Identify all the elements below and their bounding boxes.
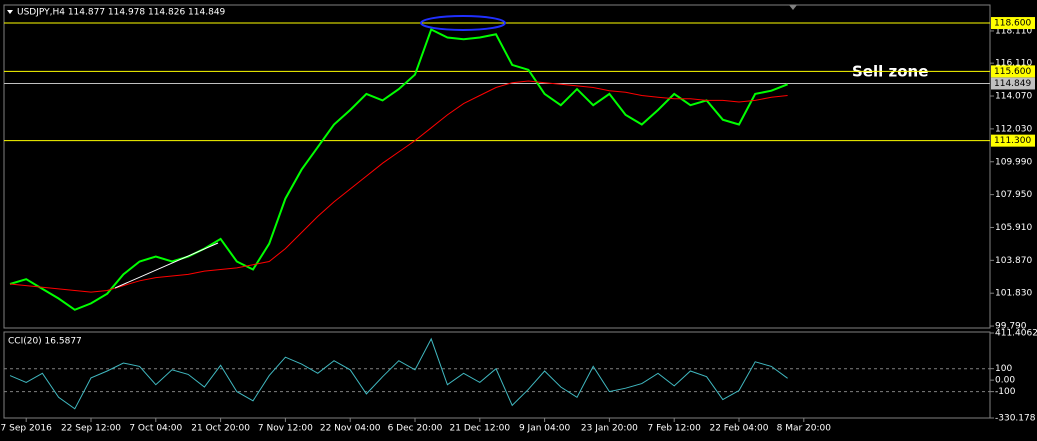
x-tick-label: 7 Nov 12:00	[258, 424, 313, 434]
shift-marker	[789, 5, 797, 10]
series-line	[9, 80, 788, 293]
x-tick-label: 9 Jan 04:00	[519, 424, 571, 434]
trend-line	[114, 242, 219, 289]
x-tick-label: 8 Mar 20:00	[777, 424, 832, 434]
price-panel	[3, 4, 991, 329]
series-line	[9, 337, 788, 410]
cci-title: CCI(20) 16.5877	[8, 337, 82, 347]
price-label-box	[991, 17, 1035, 30]
y-tick-label: 109.990	[995, 157, 1032, 167]
price-label-box	[991, 77, 1035, 90]
x-tick-label: 6 Dec 20:00	[388, 424, 443, 434]
chart-title: USDJPY,H4 114.877 114.978 114.826 114.84…	[17, 8, 226, 18]
x-tick-label: 7 Sep 2016	[1, 424, 53, 434]
highlight-ellipse	[420, 15, 506, 31]
x-tick-label: 7 Oct 04:00	[129, 424, 182, 434]
price-label: 118.600	[994, 19, 1031, 29]
price-label: 114.849	[994, 79, 1031, 89]
y-tick-label: -330.178	[995, 414, 1036, 424]
y-tick-label: 107.950	[995, 190, 1032, 200]
y-tick-label: 99.790	[995, 322, 1027, 332]
cci-panel	[3, 331, 991, 419]
menu-arrow[interactable]	[7, 10, 13, 14]
y-tick-label: 0.00	[995, 376, 1015, 386]
y-tick-label: 112.030	[995, 124, 1032, 134]
x-tick-label: 22 Feb 04:00	[709, 424, 768, 434]
y-tick-label: 101.830	[995, 289, 1032, 299]
y-tick-label: 100	[995, 364, 1012, 374]
series-line	[9, 28, 788, 311]
x-tick-label: 22 Nov 04:00	[320, 424, 381, 434]
price-label-box	[991, 134, 1035, 147]
x-tick-label: 21 Oct 20:00	[191, 424, 250, 434]
price-label: 111.300	[994, 136, 1031, 146]
y-tick-label: 118.110	[995, 26, 1032, 36]
x-tick-label: 23 Jan 20:00	[581, 424, 638, 434]
y-tick-label: 105.910	[995, 223, 1032, 233]
y-tick-label: 411.4062	[995, 329, 1037, 339]
price-label-box	[991, 65, 1035, 78]
y-tick-label: 103.870	[995, 256, 1032, 266]
x-tick-label: 22 Sep 12:00	[61, 424, 121, 434]
y-tick-label: 116.110	[995, 59, 1032, 69]
y-tick-label: 114.070	[995, 92, 1032, 102]
price-label: 115.600	[994, 67, 1031, 77]
x-tick-label: 21 Dec 12:00	[450, 424, 511, 434]
x-tick-label: 7 Feb 12:00	[648, 424, 702, 434]
y-tick-label: -100	[995, 387, 1016, 397]
